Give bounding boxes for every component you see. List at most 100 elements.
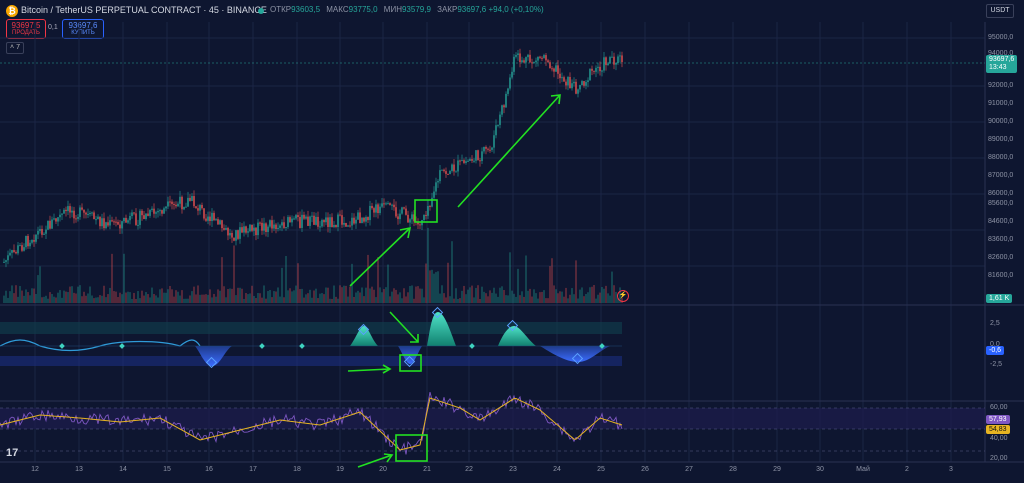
- candle-body: [491, 147, 493, 150]
- candle-body: [165, 206, 167, 209]
- candle-body: [371, 205, 373, 209]
- candle-body: [487, 148, 489, 150]
- volume-bar: [477, 285, 479, 303]
- candle-timer: 13:43: [989, 64, 1007, 71]
- candle-body: [357, 212, 359, 220]
- volume-bar: [263, 285, 265, 303]
- candle-body: [365, 217, 367, 222]
- volume-badge: 1,61 K: [986, 294, 1013, 303]
- volume-bar: [493, 287, 495, 303]
- volume-bar: [545, 298, 547, 303]
- osc-tick: -2,5: [990, 361, 1003, 368]
- volume-bar: [449, 296, 451, 303]
- candle-body: [125, 217, 127, 223]
- close-label: ЗАКР: [437, 5, 458, 14]
- volume-bar: [333, 285, 335, 303]
- currency-selector[interactable]: USDT: [986, 4, 1014, 18]
- candle-body: [201, 204, 203, 209]
- volume-bar: [243, 298, 245, 303]
- time-tick: 19: [336, 466, 344, 473]
- volume-bar: [69, 286, 71, 303]
- osc-tick: 0,0: [990, 341, 1000, 348]
- volume-bar: [577, 298, 579, 303]
- lightning-icon[interactable]: ⚡: [617, 290, 629, 302]
- volume-bar: [195, 294, 197, 303]
- candle-body: [431, 197, 433, 207]
- candle-body: [101, 218, 103, 227]
- volume-bar: [379, 287, 381, 303]
- volume-bar: [55, 297, 57, 303]
- volume-bar: [437, 271, 439, 303]
- volume-bar: [31, 288, 33, 303]
- volume-bar: [325, 287, 327, 303]
- candle-body: [255, 227, 257, 236]
- volume-bar: [503, 289, 505, 303]
- candle-body: [333, 224, 335, 228]
- candle-body: [49, 220, 51, 229]
- candle-body: [193, 196, 195, 207]
- candle-body: [449, 170, 451, 175]
- candle-body: [447, 173, 449, 175]
- candle-body: [253, 227, 255, 231]
- candle-body: [581, 81, 583, 86]
- volume-bar: [175, 290, 177, 303]
- price-tick: 86000,0: [988, 190, 1014, 197]
- candle-body: [493, 135, 495, 148]
- volume-bar: [57, 292, 59, 303]
- volume-bar: [573, 294, 575, 303]
- volume-bar: [141, 290, 143, 303]
- volume-bar: [579, 289, 581, 303]
- time-tick: 25: [597, 466, 605, 473]
- candle-body: [463, 160, 465, 163]
- volume-bar: [475, 287, 477, 303]
- symbol-title[interactable]: Bitcoin / TetherUS PERPETUAL CONTRACT · …: [21, 5, 267, 15]
- volume-bar: [547, 298, 549, 303]
- volume-bar: [403, 288, 405, 303]
- volume-bar: [23, 295, 25, 303]
- candle-body: [231, 232, 233, 238]
- ohlc-readout: ОТКР93603,5 МАКС93775,0 МИН93579,9 ЗАКР9…: [270, 5, 548, 14]
- candle-body: [39, 229, 41, 231]
- volume-bar: [421, 288, 423, 303]
- volume-bar: [435, 272, 437, 303]
- volume-bar: [331, 298, 333, 303]
- arrow-line: [457, 94, 561, 208]
- candle-body: [445, 171, 447, 174]
- volume-bar: [461, 290, 463, 303]
- volume-bar: [357, 290, 359, 303]
- candle-body: [79, 207, 81, 217]
- volume-bar: [553, 285, 555, 303]
- volume-bar: [97, 297, 99, 303]
- indicators-toggle[interactable]: ˄ 7: [6, 42, 24, 54]
- time-axis[interactable]: 12 13 14 15 16 17 18 19 20 21 22 23 24 2…: [0, 466, 985, 482]
- candle-body: [499, 114, 501, 125]
- volume-bar: [47, 298, 49, 303]
- candle-body: [427, 206, 429, 216]
- candle-body: [479, 160, 481, 162]
- rsi-ma-badge: 54,83: [986, 425, 1010, 434]
- volume-bar: [217, 289, 219, 303]
- price-tick: 85600,0: [988, 200, 1014, 207]
- volume-bar: [367, 254, 369, 303]
- volume-bar: [145, 292, 147, 303]
- candle-body: [261, 222, 263, 231]
- time-tick: 21: [423, 466, 431, 473]
- candle-body: [461, 160, 463, 162]
- open-label: ОТКР: [270, 5, 292, 14]
- volume-bar: [401, 298, 403, 303]
- last-price: 93697,6: [989, 56, 1015, 63]
- volume-bar: [585, 293, 587, 303]
- price-axis[interactable]: 95000,0 94000,0 92000,0 91000,0 90000,0 …: [988, 30, 1024, 310]
- candle-body: [405, 208, 407, 215]
- volume-bar: [365, 287, 367, 303]
- candle-body: [59, 214, 61, 218]
- candle-body: [263, 223, 265, 231]
- rsi-tick: 20,00: [990, 455, 1008, 462]
- candle-body: [355, 219, 357, 224]
- candle-body: [133, 212, 135, 214]
- candle-body: [229, 232, 231, 236]
- candle-body: [351, 217, 353, 226]
- tradingview-logo-icon[interactable]: 17: [6, 447, 19, 459]
- candle-body: [287, 217, 289, 228]
